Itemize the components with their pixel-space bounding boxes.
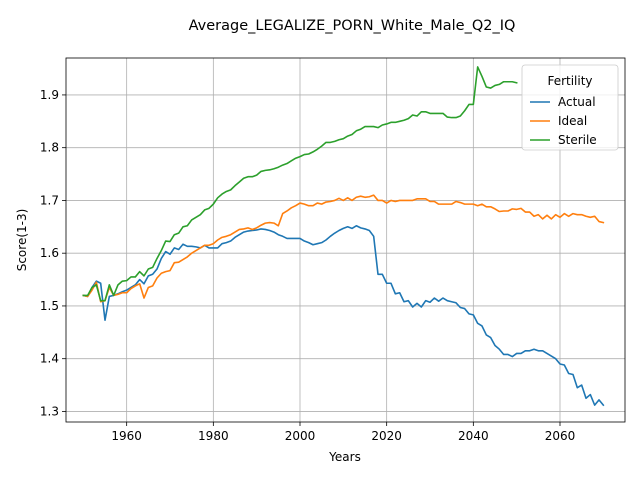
plot-frame — [65, 57, 626, 423]
legend-label-ideal: Ideal — [558, 114, 587, 128]
legend-box — [521, 64, 619, 151]
x-tick-label: 2040 — [458, 429, 489, 443]
series-line-ideal — [82, 194, 605, 303]
y-tick-label: 1.8 — [40, 141, 59, 155]
series-line-actual — [82, 224, 605, 407]
y-axis-title: Score(1-3) — [15, 209, 29, 272]
legend-label-actual: Actual — [558, 95, 596, 109]
x-tick-label: 1980 — [198, 429, 229, 443]
series-line-sterile — [82, 66, 518, 302]
chart-title: Average_LEGALIZE_PORN_White_Male_Q2_IQ — [189, 18, 516, 34]
x-tick-label: 2060 — [545, 429, 576, 443]
x-tick-label: 2020 — [371, 429, 402, 443]
y-tick-label: 1.5 — [40, 299, 59, 313]
x-tick-label: 1960 — [111, 429, 142, 443]
y-tick-label: 1.4 — [40, 352, 59, 366]
y-tick-label: 1.6 — [40, 246, 59, 260]
x-axis-title: Years — [328, 450, 361, 464]
legend-label-sterile: Sterile — [558, 133, 597, 147]
x-tick-label: 2000 — [285, 429, 316, 443]
y-tick-label: 1.3 — [40, 404, 59, 418]
series-lines — [82, 66, 605, 407]
legend: Fertility Actual Ideal Sterile — [521, 64, 619, 151]
axis-ticks: 1960 1980 2000 2020 2040 2060 1.3 1.4 1.5 1.6 1.7 1… — [40, 88, 575, 443]
y-tick-label: 1.9 — [40, 88, 59, 102]
legend-title: Fertility — [547, 74, 592, 88]
y-tick-label: 1.7 — [40, 193, 59, 207]
